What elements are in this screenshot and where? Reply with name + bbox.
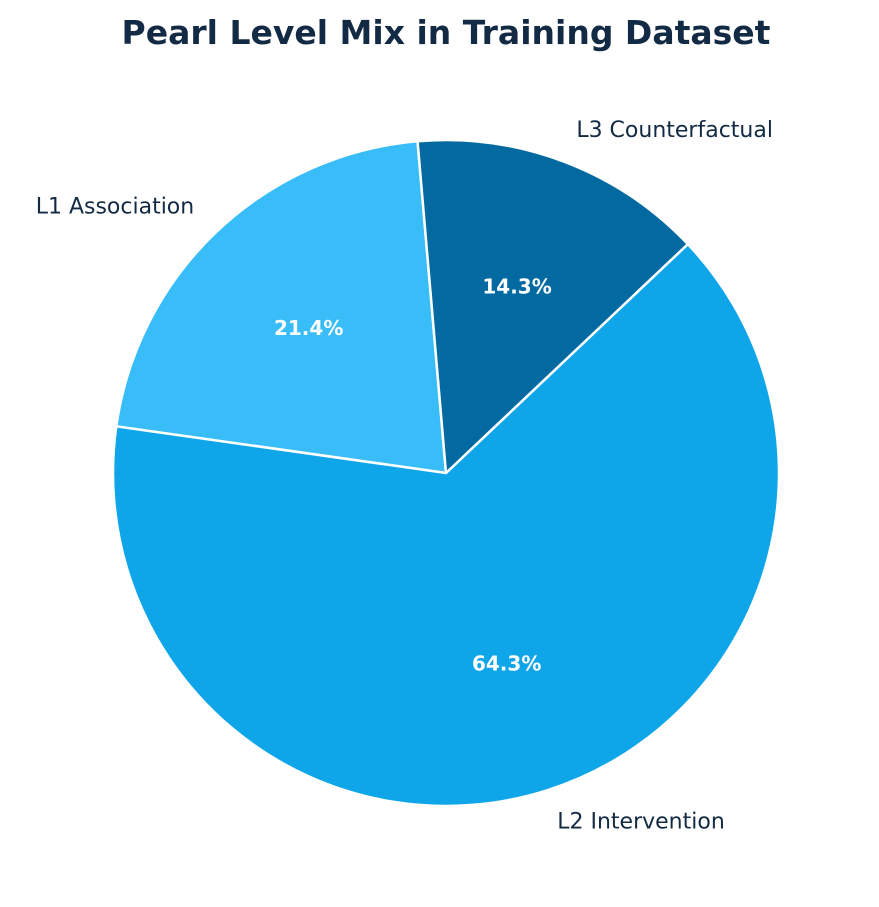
- slice-percent-label: 21.4%: [274, 316, 343, 340]
- chart-title: Pearl Level Mix in Training Dataset: [122, 13, 771, 52]
- slice-percent-label: 14.3%: [482, 274, 551, 298]
- slice-label: L2 Intervention: [557, 809, 725, 834]
- slice-label: L1 Association: [36, 194, 195, 219]
- pie-slice-l1-association: [115, 139, 448, 475]
- slice-label: L3 Counterfactual: [576, 118, 773, 143]
- pie-slice-l3-counterfactual: [416, 138, 690, 475]
- slice-percent-label: 64.3%: [472, 651, 541, 675]
- pie-slice-l2-intervention: [111, 242, 781, 808]
